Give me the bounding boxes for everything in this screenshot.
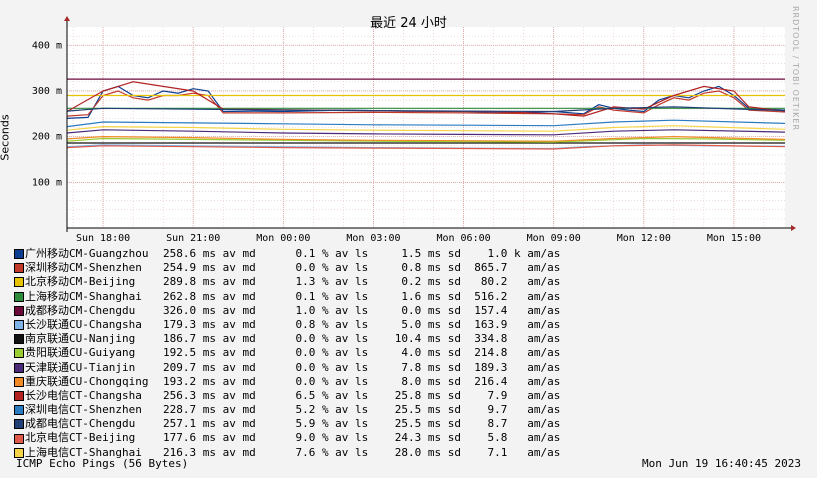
y-axis-label: Seconds xyxy=(0,114,12,161)
series-line-12 xyxy=(66,119,786,128)
x-tick-label: Mon 06:00 xyxy=(436,233,490,244)
series-line-14 xyxy=(66,144,786,150)
legend-series-name: 成都电信CT-Chengdu xyxy=(25,417,136,431)
legend-item: 北京电信CT-Beijing 177.6 ms av md 9.0 % av ls… xyxy=(14,431,560,445)
legend-item: 上海电信CT-Shanghai 216.3 ms av md 7.6 % av l… xyxy=(14,446,560,460)
series-line-10 xyxy=(66,135,786,142)
legend-item: 上海移动CM-Shanghai 262.8 ms av md 0.1 % av l… xyxy=(14,290,560,304)
legend-swatch xyxy=(14,405,24,416)
legend-swatch xyxy=(14,291,24,302)
legend-swatch xyxy=(14,277,24,288)
legend-series-stats: 257.1 ms av md 5.9 % av ls 25.5 ms sd 8.… xyxy=(163,417,561,431)
y-tick-label: 100 m xyxy=(32,177,62,188)
legend-item: 长沙联通CU-Changsha 179.3 ms av md 0.8 % av l… xyxy=(14,318,560,332)
legend-series-stats: 289.8 ms av md 1.3 % av ls 0.2 ms sd 80.… xyxy=(163,275,561,289)
x-tick-label: Mon 12:00 xyxy=(617,233,671,244)
legend-swatch xyxy=(14,447,24,458)
y-tick-label: 300 m xyxy=(32,86,62,97)
chart-title: 最近 24 小时 xyxy=(370,16,447,31)
chart-plot: 100 m 200 m 300 m 400 m Sun 18:00 Sun 21:00 Mo… xyxy=(32,16,796,244)
legend-series-name: 广州移动CM-Guangzhou xyxy=(25,247,149,260)
legend-series-name: 北京电信CT-Beijing xyxy=(25,431,136,445)
legend-series-name: 上海电信CT-Shanghai xyxy=(25,445,142,459)
legend-swatch xyxy=(14,390,24,401)
legend-series-stats: 186.7 ms av md 0.0 % av ls 10.4 ms sd 33… xyxy=(163,332,561,346)
legend-item: 天津联通CU-Tianjin 209.7 ms av md 0.0 % av ls… xyxy=(14,361,560,375)
legend-series-name: 深圳移动CM-Shenzhen xyxy=(25,261,142,275)
legend-item: 贵阳联通CU-Guiyang 192.5 ms av md 0.0 % av ls… xyxy=(14,346,560,360)
legend-item: 长沙电信CT-Changsha 256.3 ms av md 6.5 % av l… xyxy=(14,389,560,403)
legend-series-name: 长沙联通CU-Changsha xyxy=(25,317,142,331)
legend-series-stats: 216.3 ms av md 7.6 % av ls 28.0 ms sd 7.… xyxy=(163,445,561,459)
legend-series-stats: 262.8 ms av md 0.1 % av ls 1.6 ms sd 516… xyxy=(163,289,561,303)
legend-series-stats: 254.9 ms av md 0.0 % av ls 0.8 ms sd 865… xyxy=(163,261,561,275)
legend-series-name: 长沙电信CT-Changsha xyxy=(25,388,142,402)
legend-swatch xyxy=(14,376,24,387)
series-line-11 xyxy=(66,81,786,117)
legend-swatch xyxy=(14,305,24,316)
series-line-15 xyxy=(66,125,786,132)
footer-timestamp: Mon Jun 19 16:40:45 2023 xyxy=(642,457,801,470)
legend: 广州移动CM-Guangzhou 258.6 ms av md 0.1 % av … xyxy=(14,247,560,460)
y-axis-arrow xyxy=(64,16,70,21)
x-tick-label: Sun 18:00 xyxy=(76,233,130,244)
legend-item: 深圳移动CM-Shenzhen 254.9 ms av md 0.0 % av l… xyxy=(14,261,560,275)
legend-series-name: 成都移动CM-Chengdu xyxy=(25,303,136,317)
legend-swatch xyxy=(14,433,24,444)
legend-swatch xyxy=(14,334,24,345)
legend-series-stats: 179.3 ms av md 0.8 % av ls 5.0 ms sd 163… xyxy=(163,317,561,331)
y-tick-label: 400 m xyxy=(32,40,62,51)
legend-series-stats: 177.6 ms av md 9.0 % av ls 24.3 ms sd 5.… xyxy=(163,431,561,445)
legend-series-stats: 192.5 ms av md 0.0 % av ls 4.0 ms sd 214… xyxy=(163,346,561,360)
legend-swatch xyxy=(14,348,24,359)
legend-series-stats: 209.7 ms av md 0.0 % av ls 7.8 ms sd 189… xyxy=(163,360,561,374)
legend-item: 成都电信CT-Chengdu 257.1 ms av md 5.9 % av ls… xyxy=(14,417,560,431)
series-line-13 xyxy=(66,106,786,113)
footer-description: ICMP Echo Pings (56 Bytes) xyxy=(16,457,189,470)
x-tick-label: Mon 09:00 xyxy=(527,233,581,244)
legend-item: 重庆联通CU-Chongqing 193.2 ms av md 0.0 % av … xyxy=(14,375,560,389)
legend-item: 成都移动CM-Chengdu 326.0 ms av md 1.0 % av ls… xyxy=(14,304,560,318)
legend-series-stats: 258.6 ms av md 0.1 % av ls 1.5 ms sd 1.0… xyxy=(163,247,561,260)
y-tick-label: 200 m xyxy=(32,132,62,143)
legend-series-stats: 326.0 ms av md 1.0 % av ls 0.0 ms sd 157… xyxy=(163,303,561,317)
x-tick-label: Sun 21:00 xyxy=(166,233,220,244)
legend-series-name: 北京移动CM-Beijing xyxy=(25,275,136,289)
legend-series-stats: 193.2 ms av md 0.0 % av ls 8.0 ms sd 216… xyxy=(163,374,561,388)
legend-item: 广州移动CM-Guangzhou 258.6 ms av md 0.1 % av … xyxy=(14,247,560,261)
legend-series-name: 深圳电信CT-Shenzhen xyxy=(25,403,142,417)
x-axis-arrow xyxy=(791,225,796,231)
x-tick-label: Mon 03:00 xyxy=(346,233,400,244)
legend-series-stats: 256.3 ms av md 6.5 % av ls 25.8 ms sd 7.… xyxy=(163,388,561,402)
legend-series-name: 上海移动CM-Shanghai xyxy=(25,289,142,303)
x-tick-label: Mon 15:00 xyxy=(707,233,761,244)
legend-swatch xyxy=(14,320,24,331)
legend-swatch xyxy=(14,263,24,274)
legend-series-name: 天津联通CU-Tianjin xyxy=(25,360,136,374)
legend-series-name: 南京联通CU-Nanjing xyxy=(25,332,136,346)
legend-swatch xyxy=(14,362,24,373)
x-tick-label: Mon 00:00 xyxy=(256,233,310,244)
legend-item: 南京联通CU-Nanjing 186.7 ms av md 0.0 % av ls… xyxy=(14,332,560,346)
legend-swatch xyxy=(14,249,24,260)
series-line-8 xyxy=(66,137,786,143)
series-line-9 xyxy=(66,129,786,136)
legend-series-stats: 228.7 ms av md 5.2 % av ls 25.5 ms sd 9.… xyxy=(163,403,561,417)
legend-item: 北京移动CM-Beijing 289.8 ms av md 1.3 % av ls… xyxy=(14,275,560,289)
legend-series-name: 贵阳联通CU-Guiyang xyxy=(25,346,136,360)
rrdtool-watermark: RRDTOOL / TOBI OETIKER xyxy=(791,6,800,132)
legend-item: 深圳电信CT-Shenzhen 228.7 ms av md 5.2 % av l… xyxy=(14,403,560,417)
legend-series-name: 重庆联通CU-Chongqing xyxy=(25,374,149,388)
legend-swatch xyxy=(14,419,24,430)
